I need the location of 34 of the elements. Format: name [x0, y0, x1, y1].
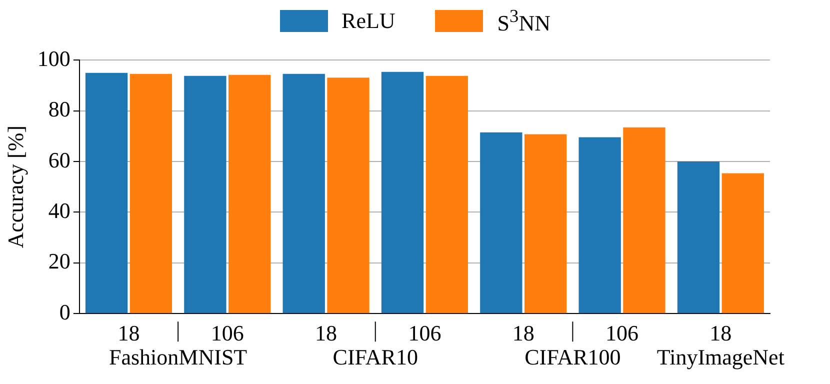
y-tick-label: 60	[48, 147, 70, 172]
legend-label: S$^{3}$NN	[497, 6, 550, 36]
y-tick-label: 80	[48, 96, 70, 122]
bar	[184, 76, 226, 314]
y-axis-title: Accuracy [%]	[2, 126, 28, 248]
text: TinyImageNet	[656, 344, 784, 370]
y-tick-label: 100	[37, 46, 70, 71]
y-tick-label: 0	[59, 299, 70, 324]
text: CIFAR10	[332, 344, 418, 370]
bar	[228, 74, 271, 314]
bar	[623, 127, 666, 314]
bar	[578, 137, 621, 314]
x-tick-label: 18	[710, 320, 732, 346]
bar	[722, 173, 764, 314]
x-tick-label: 106	[408, 320, 442, 346]
bar	[381, 72, 424, 314]
bar	[426, 76, 468, 314]
x-tick-label: 106	[210, 320, 244, 346]
bar	[130, 74, 172, 314]
bar	[327, 78, 370, 314]
text: FashionMNIST	[108, 344, 248, 370]
bar	[85, 72, 128, 314]
x-tick-label: 18	[118, 320, 140, 346]
y-tick-label: 40	[48, 198, 70, 224]
text: CIFAR100	[524, 344, 621, 370]
bar	[524, 134, 567, 314]
bar	[282, 74, 325, 314]
x-tick-label: 18	[315, 320, 338, 346]
legend-label: ReLU	[342, 8, 396, 34]
y-tick-label: 20	[48, 248, 70, 274]
bar	[677, 162, 720, 314]
bar	[480, 132, 522, 314]
x-tick-label: 106	[606, 320, 639, 346]
x-tick-label: 18	[512, 320, 534, 346]
